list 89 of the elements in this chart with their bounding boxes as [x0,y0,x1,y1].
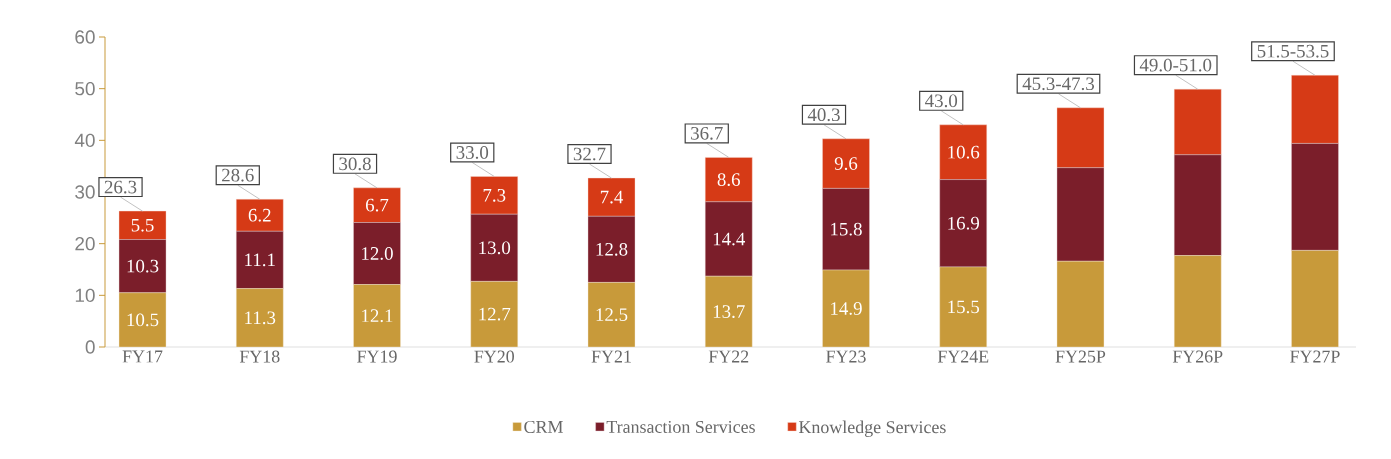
data-label: 6.2 [248,208,271,222]
bar [1174,154,1222,256]
data-label: 10.3 [127,259,159,273]
data-label: 8.6 [717,173,740,187]
bar [236,199,284,232]
legend-label: CRM [524,420,563,433]
y-tick-label: 40 [74,133,95,148]
bar [939,179,987,268]
bar [1056,261,1105,348]
total-label: 36.7 [691,126,723,140]
data-label: 5.5 [131,219,154,232]
bar [705,276,753,348]
bar [705,201,753,277]
data-label: 14.4 [713,232,746,246]
bar [1056,167,1105,262]
bar [470,176,518,215]
bar [118,292,167,348]
bar [587,216,636,283]
x-tick-label: FY27P [1290,350,1340,363]
y-tick-label: 50 [75,81,95,96]
bar [353,222,401,285]
bar [1291,75,1339,144]
bar [939,266,987,348]
x-tick-label: FY19 [357,350,397,363]
total-label: 43.0 [925,94,958,108]
y-tick-label: 60 [75,30,95,44]
x-tick-label: FY23 [826,350,866,363]
data-label: 13.7 [713,305,745,318]
x-tick-label: FY20 [474,350,514,363]
total-label: 33.0 [456,146,489,159]
bar [236,231,284,289]
x-tick-label: FY17 [122,350,163,363]
data-label: 10.5 [127,313,159,327]
x-tick-label: FY25P [1055,350,1106,363]
data-label: 12.8 [596,242,628,256]
data-label: 6.7 [365,198,389,212]
bar [822,269,870,348]
bar [822,138,870,189]
data-label: 15.5 [948,300,980,314]
bar [939,124,987,180]
bar [1291,143,1339,251]
data-label: 15.8 [831,222,862,236]
bar [1056,107,1105,168]
bar [822,188,870,271]
data-label: 13.0 [479,241,511,255]
bar [1174,88,1222,155]
total-label: 51.5-53.5 [1257,44,1329,58]
x-tick-label: FY18 [239,350,280,363]
bar [587,177,636,217]
bar [353,284,401,348]
y-tick-label: 10 [75,288,95,303]
data-label: 7.4 [600,190,624,204]
data-label: 9.6 [834,157,858,170]
y-tick-label: 30 [75,185,95,199]
x-tick-label: FY22 [708,350,749,363]
total-label: 30.8 [339,157,371,171]
total-label: 28.6 [222,168,254,182]
data-label: 12.0 [362,247,393,260]
data-label: 16.9 [948,216,980,230]
legend-label: Knowledge Services [798,420,946,437]
bar [470,214,518,282]
data-label: 14.9 [831,302,862,315]
data-label: 11.3 [245,311,276,325]
bar [118,210,167,240]
bar [705,157,753,203]
data-label: 12.1 [362,309,393,323]
total-label: 49.0-51.0 [1139,58,1212,72]
legend-label: Transaction Services [606,420,755,433]
data-label: 7.3 [483,188,506,202]
total-label: 26.3 [104,180,137,194]
total-label: 40.3 [807,108,840,122]
x-tick-label: FY26P [1172,350,1223,363]
x-tick-label: FY21 [591,350,631,363]
total-label: 45.3-47.3 [1022,77,1095,91]
bar [118,239,167,293]
data-label: 12.7 [479,307,511,321]
x-tick-label: FY24E [937,350,989,363]
bar [587,282,636,348]
bar [236,288,284,348]
y-tick-label: 0 [85,340,95,354]
bar [1291,250,1339,348]
total-label: 32.7 [573,147,606,161]
data-label: 10.6 [948,145,980,159]
bar [353,187,401,223]
bar [1174,255,1222,348]
data-label: 12.5 [596,308,628,322]
bar [470,281,518,348]
y-tick-label: 20 [75,236,95,251]
data-label: 11.1 [245,253,275,267]
